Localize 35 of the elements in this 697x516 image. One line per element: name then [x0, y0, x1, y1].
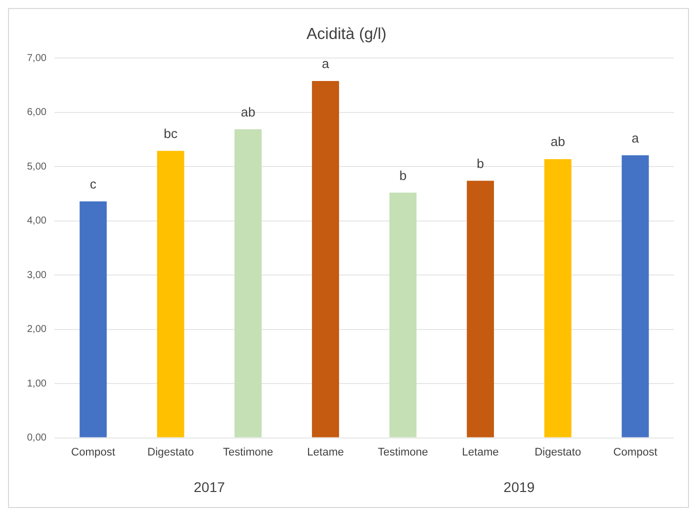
y-tick-label: 4,00: [26, 216, 47, 227]
text: 2019: [504, 478, 535, 495]
x-tick-label: Compost: [71, 446, 116, 458]
x-tick-label: Letame: [462, 446, 499, 458]
bar: [312, 80, 340, 438]
chart-title: Acidità (g/l): [306, 26, 387, 44]
y-tick-label: 1,00: [26, 378, 47, 390]
y-tick-label: 0,00: [26, 432, 47, 444]
data-label: a: [632, 130, 640, 146]
bar: [80, 201, 107, 438]
x-tick-label: Letame: [307, 446, 344, 458]
x-tick-label: Digestato: [534, 446, 582, 458]
x-tick-label: Testimone: [223, 446, 274, 458]
y-tick-label: 5,00: [26, 161, 47, 172]
data-label: bc: [164, 126, 178, 142]
data-label: b: [476, 156, 484, 171]
bar: [466, 180, 494, 438]
bar: [622, 155, 649, 438]
data-label: ab: [240, 104, 256, 120]
data-label: a: [322, 56, 330, 72]
x-tick-label: Compost: [613, 446, 658, 458]
bar: [389, 192, 417, 438]
bar: [234, 129, 262, 438]
data-label: b: [399, 168, 407, 183]
x-tick-label: Digestato: [147, 446, 194, 458]
y-tick-label: 3,00: [26, 270, 47, 281]
y-tick-label: 2,00: [26, 324, 47, 336]
bar: [544, 159, 572, 438]
data-label: ab: [550, 134, 566, 150]
x-tick-label: Testimone: [378, 446, 428, 458]
text: 2017: [194, 478, 226, 495]
y-tick-label: 6,00: [26, 107, 47, 118]
bar: [157, 150, 184, 438]
data-label: c: [90, 176, 97, 192]
y-tick-label: 7,00: [26, 52, 47, 64]
